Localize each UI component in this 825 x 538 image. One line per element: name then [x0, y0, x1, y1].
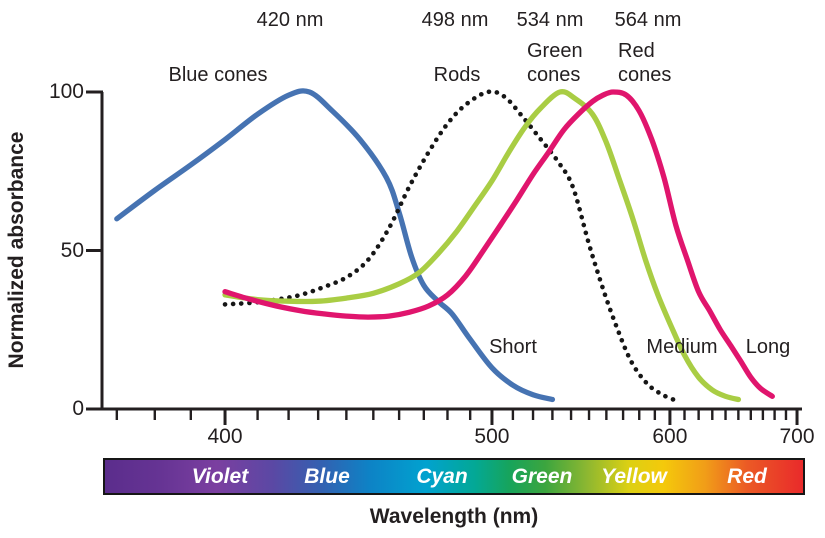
spectrum-label-yellow: Yellow [601, 464, 667, 488]
peak-label-rods: 498 nm [421, 9, 489, 31]
y-tick-label-50: 50 [60, 238, 84, 262]
curve-label-rods: Rods [433, 64, 481, 86]
x-axis-title: Wavelength (nm) [369, 505, 539, 528]
range-label-medium: Medium [646, 336, 718, 358]
range-label-long: Long [745, 336, 791, 358]
y-axis-title: Normalized absorbance [5, 131, 28, 369]
peak-label-red-cones: 564 nm [614, 9, 682, 31]
curve-red-cones [222, 89, 775, 399]
peak-label-green-cones: 534 nm [516, 9, 584, 31]
y-tick-label-100: 100 [48, 80, 84, 103]
x-tick-label-500: 500 [474, 425, 510, 448]
curve-label-green-cones: Green cones [527, 40, 583, 86]
spectrum-label-violet: Violet [191, 464, 249, 488]
curve-rods [222, 89, 680, 404]
peak-label-blue-cones: 420 nm [256, 9, 324, 31]
y-tick-label-0: 0 [72, 397, 84, 420]
curve-label-blue-cones: Blue cones [168, 64, 268, 86]
x-tick-label-400: 400 [207, 425, 243, 448]
spectrum-bar: Violet Blue Cyan Green Yellow Red [103, 458, 805, 495]
curve-green-cones [222, 89, 742, 403]
spectrum-label-red: Red [727, 464, 767, 488]
x-tick-label-700: 700 [779, 425, 815, 448]
spectrum-label-blue: Blue [304, 464, 350, 488]
range-label-short: Short [489, 336, 537, 358]
spectrum-label-green: Green [511, 464, 573, 488]
curve-label-red-cones: Red cones [618, 40, 672, 86]
curve-blue-cones [114, 88, 556, 403]
spectrum-label-cyan: Cyan [416, 464, 468, 488]
x-tick-label-600: 600 [652, 425, 688, 448]
